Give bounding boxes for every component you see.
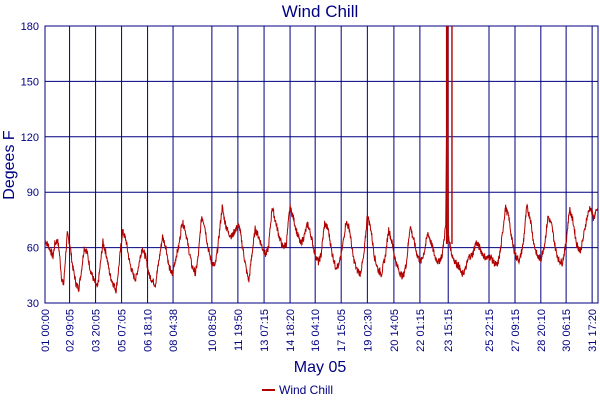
x-tick-label: 14 18:20 <box>285 309 297 352</box>
x-tick-label: 13 07:15 <box>259 309 271 352</box>
legend: Wind Chill <box>262 383 333 397</box>
x-tick-label: 25 22:15 <box>484 309 496 352</box>
x-tick-label: 08 04:38 <box>168 309 180 352</box>
series-layer <box>44 25 599 294</box>
x-tick-label: 20 14:05 <box>389 309 401 352</box>
y-tick-label: 120 <box>21 132 39 144</box>
series-line-wind-chill <box>44 25 599 294</box>
x-tick-label: 03 20:05 <box>91 309 103 352</box>
y-tick-label: 60 <box>27 243 39 255</box>
x-tick-label: 11 19:50 <box>233 309 245 351</box>
grid-layer <box>44 25 599 304</box>
x-tick-label: 19 02:30 <box>362 309 374 352</box>
x-tick-label: 05 07:05 <box>117 309 129 352</box>
x-tick-label: 10 08:50 <box>207 309 219 352</box>
x-tick-label: 22 01:15 <box>415 309 427 352</box>
x-tick-label: 17 15:05 <box>336 309 348 352</box>
x-axis-label: May 05 <box>294 359 347 376</box>
x-tick-label: 01 00:00 <box>40 309 52 352</box>
legend-label: Wind Chill <box>279 383 333 397</box>
x-tick-label: 27 09:15 <box>510 309 522 352</box>
chart-title: Wind Chill <box>282 2 359 21</box>
x-tick-label: 02 09:05 <box>65 309 77 352</box>
y-tick-label: 30 <box>27 298 39 310</box>
y-tick-label: 90 <box>27 187 39 199</box>
y-tick-layer: 30 60 90 120 150 180 <box>21 21 39 310</box>
x-tick-label: 23 15:15 <box>443 309 455 352</box>
y-axis-label: Degees F <box>1 130 18 200</box>
x-tick-label: 16 04:10 <box>310 309 322 352</box>
x-tick-label: 31 17:20 <box>587 309 599 352</box>
x-tick-label: 28 20:10 <box>536 309 548 352</box>
y-tick-label: 180 <box>21 21 39 33</box>
x-tick-label: 30 06:15 <box>561 309 573 352</box>
x-tick-layer: 01 00:00 02 09:05 03 20:05 05 07:05 06 18:10… <box>40 309 599 352</box>
y-tick-label: 150 <box>21 76 39 88</box>
x-tick-label: 06 18:10 <box>143 309 155 352</box>
